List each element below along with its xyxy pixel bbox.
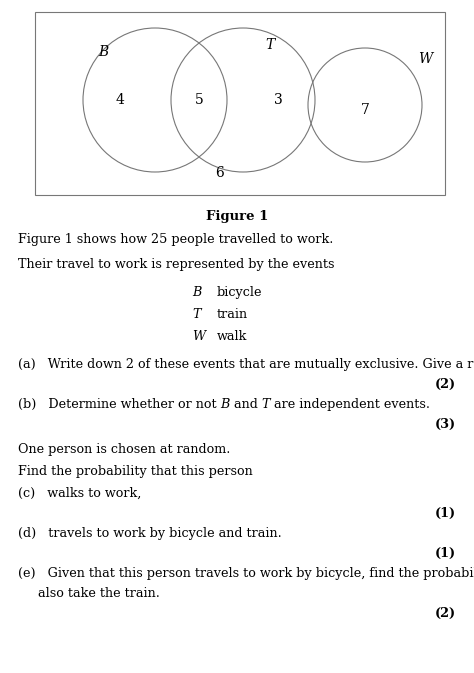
Text: B: B xyxy=(220,398,230,411)
Text: also take the train.: also take the train. xyxy=(38,587,160,600)
Text: (e)   Given that this person travels to work by bicycle, find the probability th: (e) Given that this person travels to wo… xyxy=(18,567,474,580)
Text: T: T xyxy=(265,38,274,52)
Text: Find the probability that this person: Find the probability that this person xyxy=(18,465,253,478)
Text: Their travel to work is represented by the events: Their travel to work is represented by t… xyxy=(18,258,335,271)
Text: (2): (2) xyxy=(435,607,456,620)
Text: B: B xyxy=(192,286,201,299)
Text: (c)   walks to work,: (c) walks to work, xyxy=(18,487,141,500)
Text: 4: 4 xyxy=(116,93,125,107)
Text: Figure 1 shows how 25 people travelled to work.: Figure 1 shows how 25 people travelled t… xyxy=(18,233,333,246)
Text: 3: 3 xyxy=(273,93,283,107)
Text: 5: 5 xyxy=(195,93,203,107)
Text: bicycle: bicycle xyxy=(217,286,263,299)
Text: (a)   Write down 2 of these events that are mutually exclusive. Give a reason fo: (a) Write down 2 of these events that ar… xyxy=(18,358,474,371)
Text: 7: 7 xyxy=(361,103,369,117)
Text: and: and xyxy=(230,398,262,411)
Text: are independent events.: are independent events. xyxy=(270,398,430,411)
Text: (1): (1) xyxy=(435,547,456,560)
Text: (3): (3) xyxy=(435,418,456,431)
Text: Figure 1: Figure 1 xyxy=(206,210,268,223)
Bar xyxy=(35,12,445,195)
Text: One person is chosen at random.: One person is chosen at random. xyxy=(18,443,230,456)
Text: train: train xyxy=(217,308,248,321)
Text: W: W xyxy=(192,330,205,343)
Text: (2): (2) xyxy=(435,378,456,391)
Text: walk: walk xyxy=(217,330,247,343)
Text: 6: 6 xyxy=(216,166,224,180)
Text: (b)   Determine whether or not: (b) Determine whether or not xyxy=(18,398,220,411)
Text: W: W xyxy=(418,52,432,66)
Text: (d)   travels to work by bicycle and train.: (d) travels to work by bicycle and train… xyxy=(18,527,282,540)
Text: (1): (1) xyxy=(435,507,456,520)
Text: T: T xyxy=(192,308,201,321)
Text: T: T xyxy=(262,398,270,411)
Text: B: B xyxy=(98,45,108,59)
